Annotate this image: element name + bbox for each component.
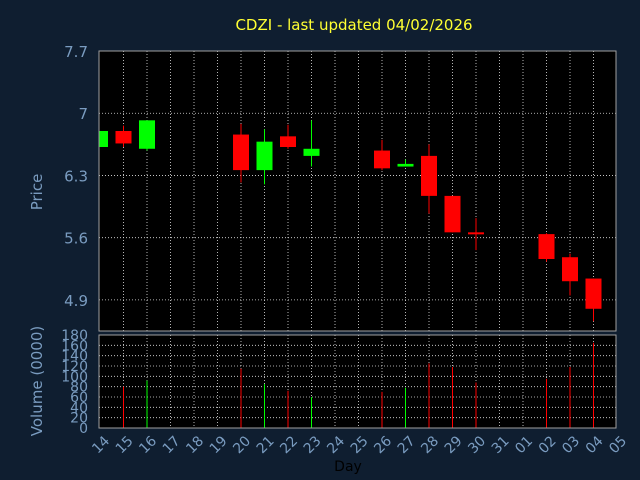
candle-body <box>444 195 461 233</box>
x-tick-label: 02 <box>536 433 560 457</box>
x-tick-label: 17 <box>160 433 184 457</box>
x-tick-label: 28 <box>418 433 442 457</box>
volume-axis-label: Volume (0000) <box>28 326 46 436</box>
candle-body <box>115 131 132 144</box>
x-tick-label: 25 <box>348 433 372 457</box>
x-tick-label: 05 <box>606 433 630 457</box>
x-axis-label: Day <box>334 459 362 475</box>
price-tick-label: 7.7 <box>64 43 88 61</box>
x-axis: 14 15 16 17 18 19 20 21 22 23 24 25 26 27 28 29 30 31 01 02… <box>89 433 630 457</box>
volume-tick-label: 60 <box>70 390 88 406</box>
volume-tick-label: 140 <box>61 349 88 365</box>
x-tick-label: 24 <box>324 433 348 457</box>
x-tick-label: 27 <box>395 433 419 457</box>
volume-tick-label: 100 <box>61 369 88 385</box>
candle-body <box>421 155 437 196</box>
x-tick-label: 15 <box>113 433 137 457</box>
volume-tick-label: 160 <box>61 338 88 354</box>
price-panel: 7.7 7 6.3 5.6 4.9 <box>64 43 617 332</box>
candle-body <box>256 141 273 171</box>
volume-tick-label: 20 <box>70 411 88 427</box>
volume-tick-label: 180 <box>61 328 88 344</box>
price-tick-label: 7 <box>78 105 88 123</box>
price-tick-label: 5.6 <box>64 230 88 248</box>
volume-tick-label: 0 <box>79 421 88 437</box>
candle-body <box>585 278 602 309</box>
chart-title: CDZI - last updated 04/02/2026 <box>235 16 472 34</box>
volume-plot-area <box>99 335 616 428</box>
x-tick-label: 23 <box>301 433 325 457</box>
candle-body <box>139 120 155 149</box>
candle-body <box>468 232 484 235</box>
price-plot-border <box>98 50 617 332</box>
candle-body <box>397 163 414 167</box>
candle-body <box>233 134 249 171</box>
candle-body <box>374 150 390 169</box>
x-tick-label: 19 <box>207 433 231 457</box>
candle-body <box>303 148 320 156</box>
x-tick-label: 30 <box>465 433 489 457</box>
volume-tick-label: 40 <box>70 400 88 416</box>
price-tick-label: 6.3 <box>64 167 88 185</box>
candle-body <box>538 234 555 259</box>
x-tick-label: 22 <box>277 433 301 457</box>
candle-body <box>100 131 108 147</box>
x-tick-label: 01 <box>512 433 536 457</box>
x-tick-label: 16 <box>136 433 160 457</box>
x-tick-label: 20 <box>230 433 254 457</box>
candle-body <box>562 257 578 282</box>
price-plot-area <box>99 51 616 331</box>
x-tick-label: 29 <box>442 433 466 457</box>
price-tick-label: 4.9 <box>64 292 88 310</box>
volume-tick-label: 120 <box>61 359 88 375</box>
x-tick-label: 26 <box>371 433 395 457</box>
x-tick-label: 18 <box>183 433 207 457</box>
volume-tick-label: 80 <box>70 380 88 396</box>
price-axis-label: Price <box>28 174 46 211</box>
x-tick-label: 14 <box>89 433 113 457</box>
x-tick-label: 31 <box>489 433 513 457</box>
candle-body <box>280 136 296 147</box>
x-tick-label: 04 <box>583 433 607 457</box>
x-tick-label: 21 <box>254 433 278 457</box>
volume-plot-border <box>98 334 617 429</box>
x-tick-label: 03 <box>559 433 583 457</box>
